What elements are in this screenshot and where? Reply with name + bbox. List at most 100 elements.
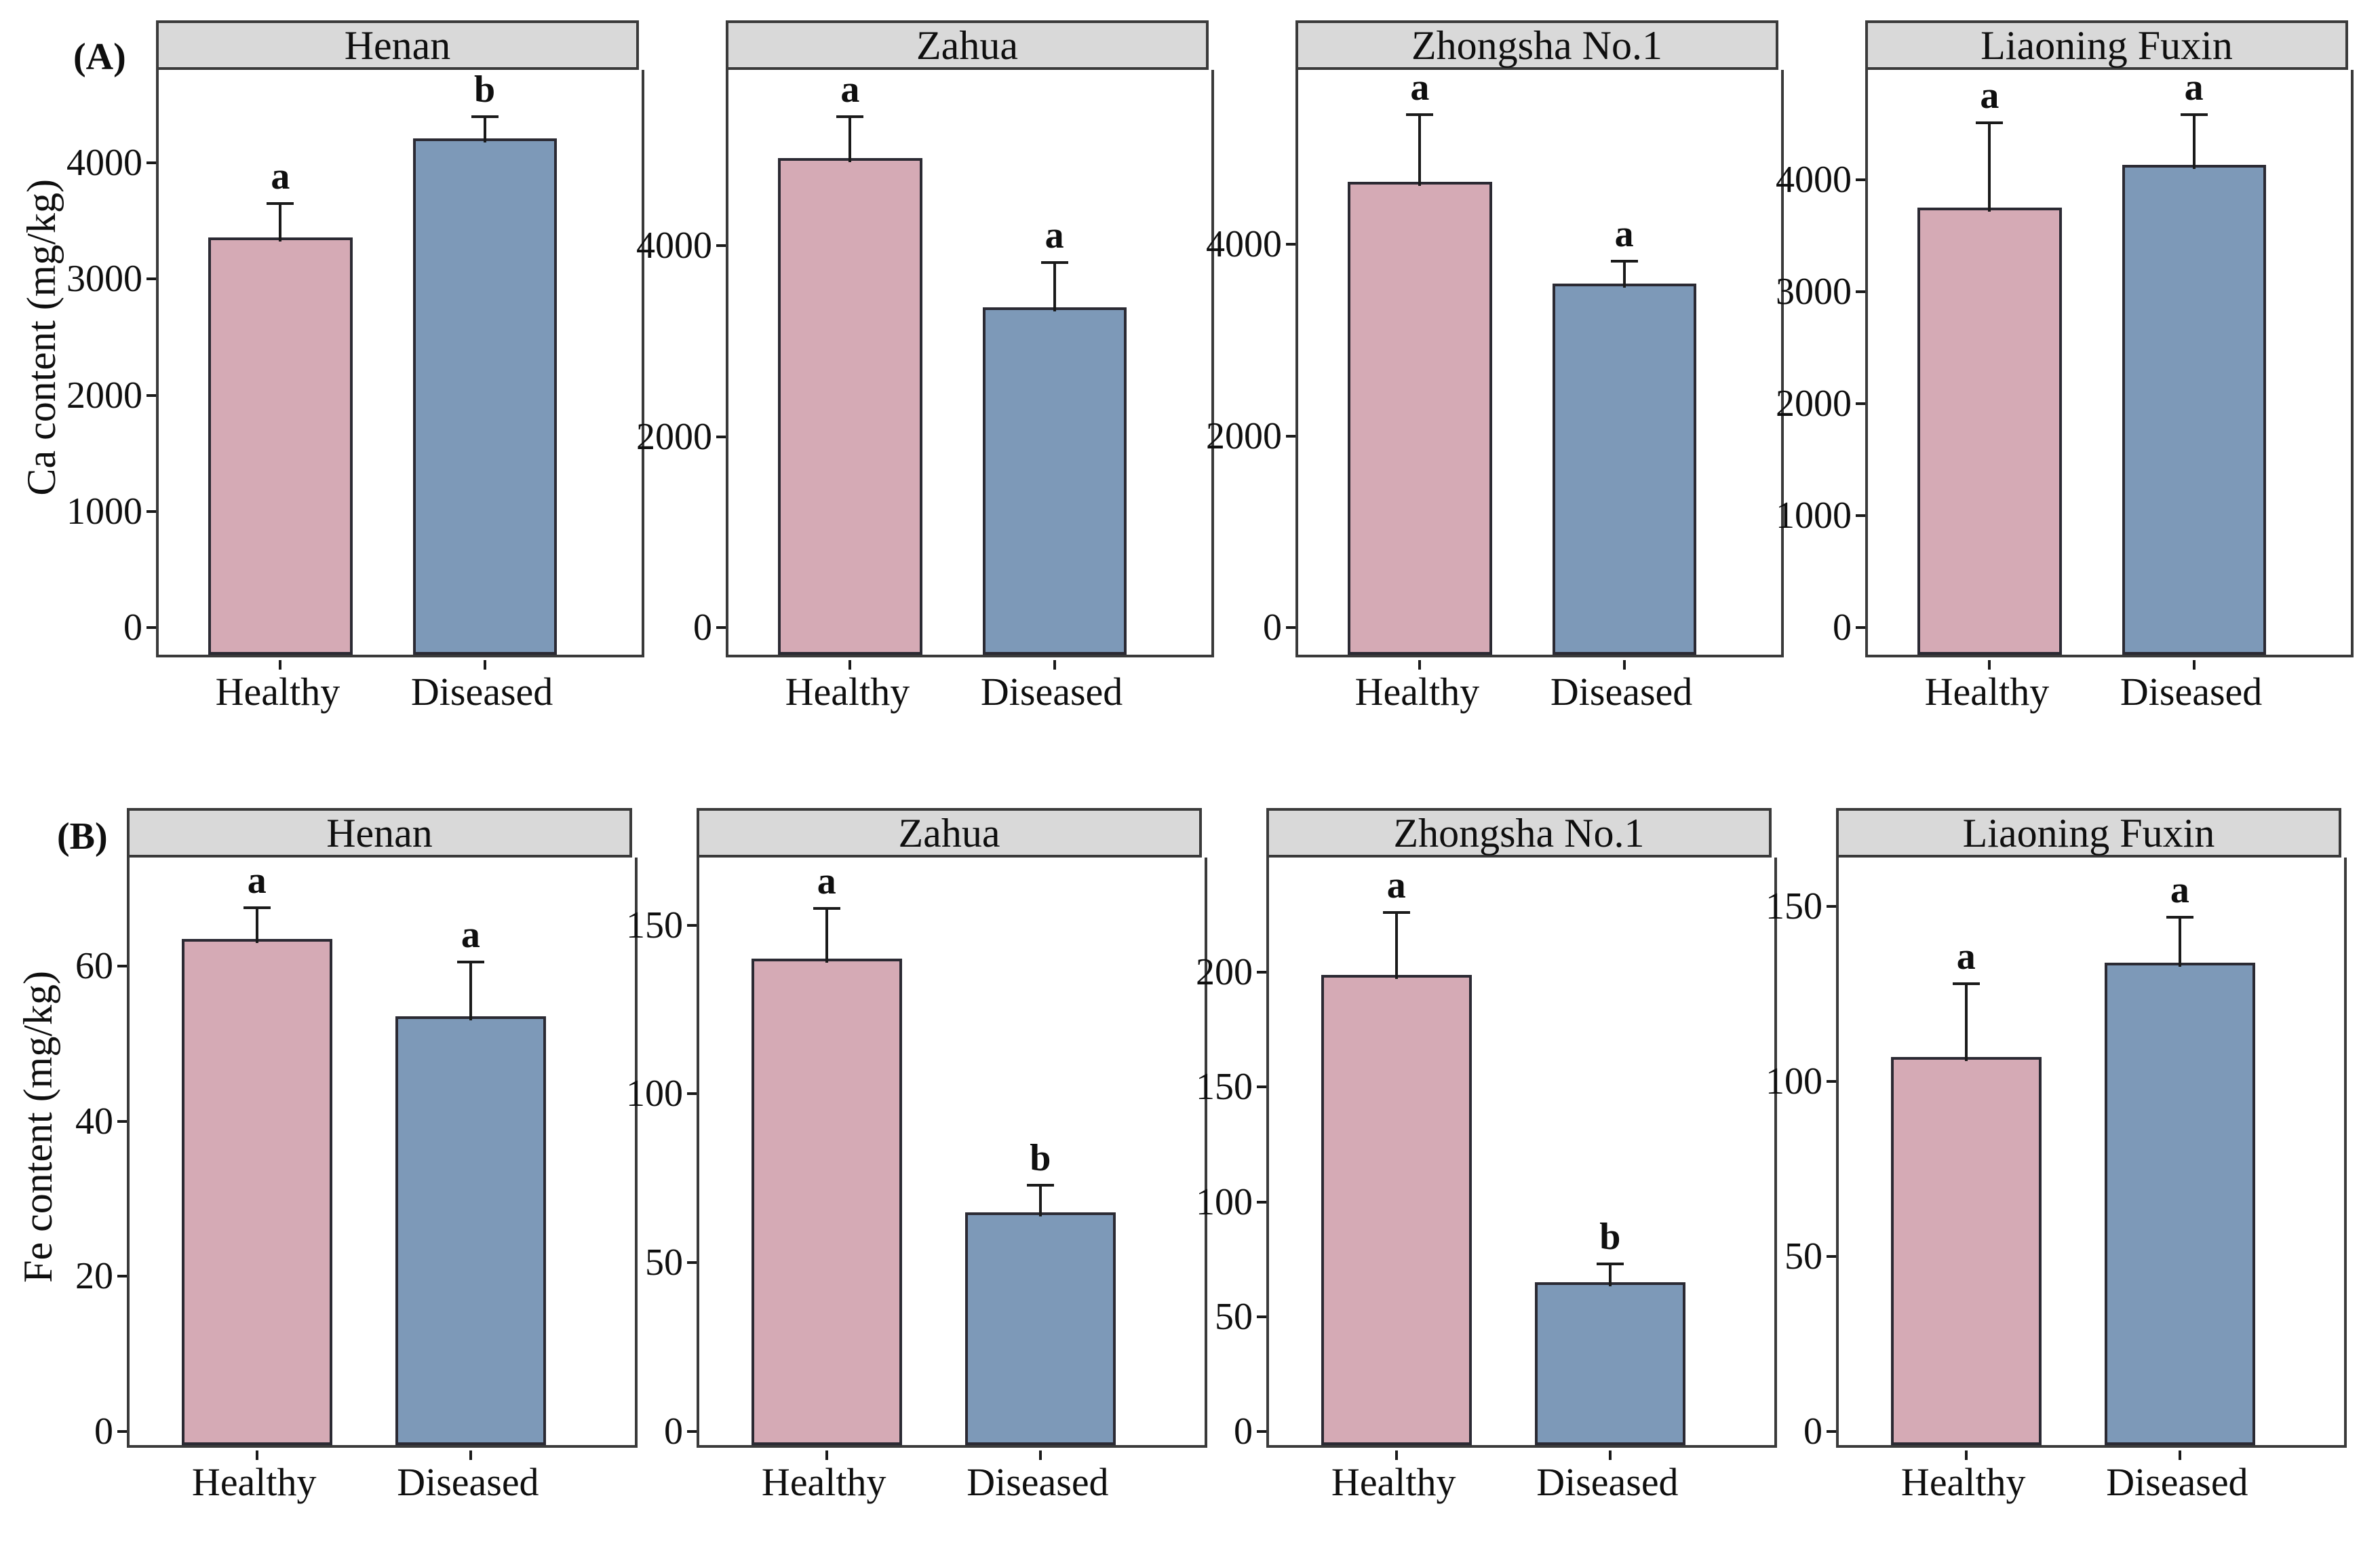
x-tick-mark (279, 660, 282, 670)
y-tick-mark (1856, 514, 1865, 517)
significance-letter: b (1599, 1215, 1621, 1258)
y-tick-label: 3000 (66, 258, 142, 301)
y-tick-label: 0 (1234, 1410, 1253, 1453)
plot-column: Zahua 0 50 100 150 a b Healthy Diseased (626, 808, 1207, 1505)
plot-area: 0 1000 2000 3000 4000 a a (1776, 66, 2354, 670)
row-fe-content: (B) Fe content (mg/kg) Henan 0 20 40 60 a a Hea… (14, 808, 2380, 1505)
x-tick-mark (1038, 1450, 1042, 1460)
y-tick-mark (1856, 290, 1865, 293)
panel-label-b: (B) (57, 815, 108, 858)
x-axis-labels: Healthy Diseased (127, 1448, 632, 1505)
error-cap (1610, 260, 1638, 263)
x-category-label-diseased: Diseased (2120, 670, 2263, 714)
y-axis-title-column-a: Ca content (mg/kg) (14, 20, 69, 655)
plot-column: Liaoning Fuxin 0 50 100 150 a a Healthy Diseased (1766, 808, 2347, 1505)
x-category-label-healthy: Healthy (785, 670, 910, 714)
significance-letter: a (2184, 66, 2204, 109)
plot-area: 0 50 100 150 a a (1766, 858, 2347, 1460)
y-tick-label: 2000 (636, 415, 712, 458)
x-tick-mark (1418, 660, 1422, 670)
x-axis-labels: Healthy Diseased (1295, 657, 1778, 712)
facet-panel-zhongsha-no-1: Zhongsha No.1 0 50 100 150 200 a b Healthy Diseas… (1196, 808, 1777, 1505)
plot-area: 0 2000 4000 a a (1206, 69, 1784, 670)
facet-panel-zahua: Zahua 0 2000 4000 a a Healthy Diseased (636, 20, 1214, 714)
y-axis-gutter (69, 20, 156, 712)
x-tick-mark (2178, 1450, 2181, 1460)
error-cap (1040, 261, 1068, 265)
y-tick-mark (1257, 1430, 1266, 1433)
y-tick-label: 2000 (66, 374, 142, 417)
significance-letter: a (817, 860, 836, 902)
error-cap (471, 115, 499, 118)
y-axis-gutter (62, 808, 127, 1505)
facet-panel-henan: Henan 0 1000 2000 3000 4000 a b Healthy Diseased (66, 20, 644, 712)
y-tick-mark (117, 1275, 127, 1278)
bar-diseased (2122, 165, 2266, 655)
y-tick-label: 1000 (66, 490, 142, 533)
error-whisker (825, 908, 828, 963)
error-cap (267, 201, 294, 205)
x-tick-mark (2192, 660, 2196, 670)
facet-strip: Henan (156, 20, 639, 70)
y-tick-mark (1257, 1085, 1266, 1089)
bar-healthy (1890, 1057, 2042, 1445)
y-tick-label: 0 (1803, 1410, 1822, 1453)
bar-diseased (1534, 1282, 1685, 1445)
plot-column: Zahua 0 2000 4000 a a Healthy Diseased (636, 20, 1214, 714)
x-tick-mark (1988, 660, 1991, 670)
error-whisker (1964, 983, 1968, 1062)
facet-strip-title: Liaoning Fuxin (1962, 810, 2215, 856)
x-axis-labels: Healthy Diseased (1865, 657, 2348, 712)
error-whisker (279, 203, 282, 242)
y-tick-mark (117, 1119, 127, 1123)
x-category-label-healthy: Healthy (1354, 670, 1480, 714)
x-category-label-healthy: Healthy (191, 1460, 317, 1504)
y-tick-mark (147, 277, 156, 281)
significance-letter: a (1386, 864, 1406, 907)
y-axis-gutter (1209, 20, 1295, 712)
panels-row-a: Henan 0 1000 2000 3000 4000 a b Healthy Diseased Z… (66, 20, 2354, 714)
y-tick-mark (716, 435, 726, 438)
bar-healthy (181, 939, 332, 1445)
x-tick-mark (825, 1450, 828, 1460)
x-axis-labels: Healthy Diseased (156, 657, 639, 712)
x-category-label-diseased: Diseased (410, 670, 553, 714)
y-tick-mark (1257, 971, 1266, 974)
x-tick-mark (483, 660, 486, 670)
significance-letter: a (1045, 214, 1064, 257)
facet-strip: Liaoning Fuxin (1865, 20, 2348, 70)
facet-strip-title: Zahua (898, 810, 1000, 856)
y-tick-mark (1286, 626, 1295, 629)
plot-column: Zhongsha No.1 0 50 100 150 200 a b Healthy Diseas… (1196, 808, 1777, 1505)
facet-strip-title: Zhongsha No.1 (1393, 810, 1645, 856)
y-tick-mark (1257, 1315, 1266, 1318)
x-axis-labels: Healthy Diseased (1836, 1448, 2341, 1505)
facet-strip-title: Henan (326, 810, 433, 856)
plot-column: Liaoning Fuxin 0 1000 2000 3000 4000 a a Healthy… (1776, 20, 2354, 712)
y-tick-label: 4000 (1206, 223, 1282, 266)
error-whisker (483, 116, 486, 143)
significance-letter: b (1030, 1136, 1051, 1179)
plot-area: 0 50 100 150 200 a b (1196, 858, 1777, 1460)
x-category-label-healthy: Healthy (215, 670, 340, 714)
y-tick-mark (117, 1430, 127, 1433)
error-cap (813, 906, 840, 910)
y-tick-label: 20 (75, 1255, 113, 1298)
facet-strip: Zhongsha No.1 (1295, 20, 1778, 70)
x-category-label-healthy: Healthy (1924, 670, 2050, 714)
facet-panel-zhongsha-no-1: Zhongsha No.1 0 2000 4000 a a Healthy Diseased (1206, 20, 1784, 712)
y-tick-mark (1856, 178, 1865, 181)
x-category-label-diseased: Diseased (397, 1460, 539, 1504)
y-tick-mark (687, 1261, 697, 1265)
bar-healthy (1321, 974, 1472, 1445)
bar-diseased (2104, 962, 2255, 1445)
y-tick-label: 100 (1196, 1180, 1253, 1223)
plot-column: Henan 0 20 40 60 a a Healthy Diseased (75, 808, 638, 1505)
bar-healthy (1348, 182, 1492, 655)
facet-strip-title: Henan (344, 22, 451, 68)
y-tick-mark (1257, 1200, 1266, 1204)
x-category-label-healthy: Healthy (761, 1460, 886, 1504)
x-tick-mark (848, 660, 852, 670)
bar-diseased (412, 138, 557, 655)
panel-label-a: (A) (73, 36, 126, 78)
